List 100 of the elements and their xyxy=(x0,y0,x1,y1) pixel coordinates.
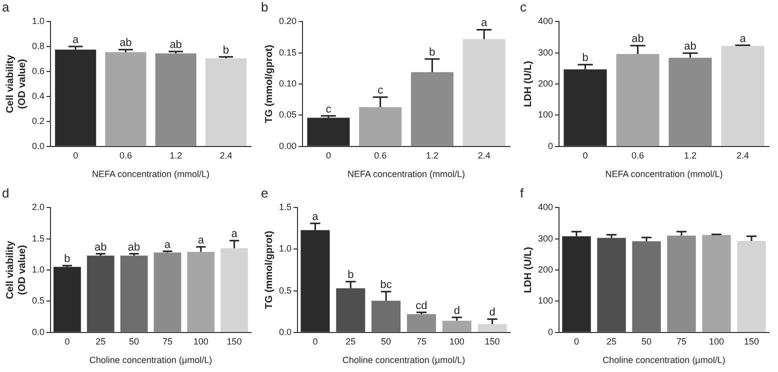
y-axis-title: LDH (U/L) xyxy=(522,246,534,294)
annotation: cd xyxy=(416,300,428,312)
y-tick-label: 300 xyxy=(538,47,554,58)
annotation: a xyxy=(72,34,80,46)
x-axis-title: NEFA concentration (mmol/L) xyxy=(92,169,210,180)
y-tick-label: 0.8 xyxy=(32,41,45,52)
x-tick-label: 50 xyxy=(381,336,392,346)
x-tick-label: 0.6 xyxy=(374,150,387,160)
y-axis-title: TG (mmol/gprot) xyxy=(264,230,275,310)
annotation: a xyxy=(164,238,172,251)
x-tick-label: 1.2 xyxy=(426,150,438,160)
annotation: b xyxy=(222,44,229,56)
y-axis-title: Cell viability (OD value) xyxy=(4,54,28,114)
x-tick-label: 100 xyxy=(193,336,208,346)
annotation: ab xyxy=(120,37,132,50)
annotation: d xyxy=(454,304,460,317)
x-tick-label: 25 xyxy=(96,336,106,346)
annotation: ab xyxy=(94,241,107,254)
y-tick-label: 0.6 xyxy=(32,66,45,76)
y-tick-label: 0 xyxy=(548,326,554,337)
x-tick-label: 0 xyxy=(326,150,331,160)
annotation: b xyxy=(64,253,70,266)
x-axis-title: NEFA concentration (mmol/L) xyxy=(347,169,466,180)
x-axis-title: NEFA concentration (mmol/L) xyxy=(605,169,723,180)
x-tick-label: 0 xyxy=(574,336,580,346)
y-tick-label: 0.2 xyxy=(32,116,45,126)
y-tick-label: 100 xyxy=(538,296,554,306)
x-tick-label: 100 xyxy=(449,336,464,346)
y-tick-label: 1.0 xyxy=(32,264,45,274)
y-tick-label: 0.10 xyxy=(278,78,297,88)
chart-title: f xyxy=(520,185,524,200)
annotation: d xyxy=(489,306,496,319)
annotation: c xyxy=(378,84,384,97)
x-tick-label: 50 xyxy=(129,336,140,346)
y-tick-label: 0.0 xyxy=(32,140,45,151)
y-tick-label: 1.0 xyxy=(278,244,292,254)
annotation: b xyxy=(429,46,436,59)
annotation: ab xyxy=(170,39,182,52)
y-tick-label: 0.5 xyxy=(278,285,292,296)
x-tick-label: 0 xyxy=(73,150,78,160)
x-tick-label: 0.6 xyxy=(632,150,644,160)
y-tick-label: 400 xyxy=(538,16,554,26)
y-tick-label: 2.0 xyxy=(32,202,45,212)
annotation: a xyxy=(231,228,238,240)
x-tick-label: 2.4 xyxy=(478,150,490,160)
y-tick-label: 0.00 xyxy=(278,140,297,151)
x-tick-label: 75 xyxy=(416,336,426,346)
y-tick-label: 200 xyxy=(538,264,554,274)
y-tick-label: 0.5 xyxy=(32,296,45,306)
y-tick-label: 0.0 xyxy=(278,326,292,337)
x-axis-title: Choline concentration (μmol/L) xyxy=(342,355,466,366)
x-tick-label: 0 xyxy=(312,336,318,346)
x-tick-label: 150 xyxy=(226,336,242,346)
annotation: bc xyxy=(380,279,392,292)
x-axis-title: Choline concentration (μmol/L) xyxy=(602,355,726,366)
annotation: a xyxy=(481,17,488,30)
y-tick-label: 1.5 xyxy=(278,202,292,212)
x-tick-label: 150 xyxy=(484,336,500,346)
annotation: a xyxy=(312,210,320,223)
x-tick-label: 0 xyxy=(64,336,70,346)
y-tick-label: 1.0 xyxy=(32,16,45,26)
x-tick-label: 1.2 xyxy=(170,150,182,160)
x-tick-label: 100 xyxy=(708,336,724,346)
y-tick-label: 400 xyxy=(538,202,554,212)
chart-title: d xyxy=(2,185,10,200)
y-tick-label: 200 xyxy=(538,78,554,88)
annotation: a xyxy=(740,32,747,45)
y-axis-title: LDH (U/L) xyxy=(522,60,534,108)
y-tick-label: 0.0 xyxy=(32,326,45,337)
y-axis-title: TG (mmol/gprot) xyxy=(264,44,275,124)
y-tick-label: 0.15 xyxy=(278,47,297,58)
chart-title: b xyxy=(261,0,268,14)
annotation: ab xyxy=(128,241,140,254)
chart-title: e xyxy=(261,185,268,200)
x-tick-label: 1.2 xyxy=(684,150,697,160)
x-tick-label: 2.4 xyxy=(220,150,232,160)
annotation: c xyxy=(326,103,332,116)
annotation: a xyxy=(198,234,205,246)
y-tick-label: 1.5 xyxy=(32,233,45,244)
y-axis-title: Cell viability (OD value) xyxy=(4,240,28,300)
chart-title: c xyxy=(520,0,527,14)
annotation: ab xyxy=(632,33,644,46)
y-tick-label: 0.20 xyxy=(278,16,297,26)
x-tick-label: 150 xyxy=(744,336,760,346)
annotation: ab xyxy=(684,40,696,53)
x-tick-label: 50 xyxy=(642,336,652,346)
chart-title: a xyxy=(2,0,10,14)
x-axis-title: Choline concentration (μmol/L) xyxy=(89,355,212,366)
annotation: b xyxy=(348,269,354,282)
y-tick-label: 0.4 xyxy=(32,90,45,101)
x-tick-label: 0 xyxy=(582,150,588,160)
y-tick-label: 300 xyxy=(538,233,554,244)
x-tick-label: 25 xyxy=(606,336,617,346)
x-tick-label: 75 xyxy=(162,336,172,346)
x-tick-label: 75 xyxy=(676,336,687,346)
y-tick-label: 100 xyxy=(538,110,554,120)
annotation: b xyxy=(582,52,588,64)
x-tick-label: 0.6 xyxy=(119,150,132,160)
y-tick-label: 0 xyxy=(548,140,554,151)
x-tick-label: 25 xyxy=(346,336,356,346)
